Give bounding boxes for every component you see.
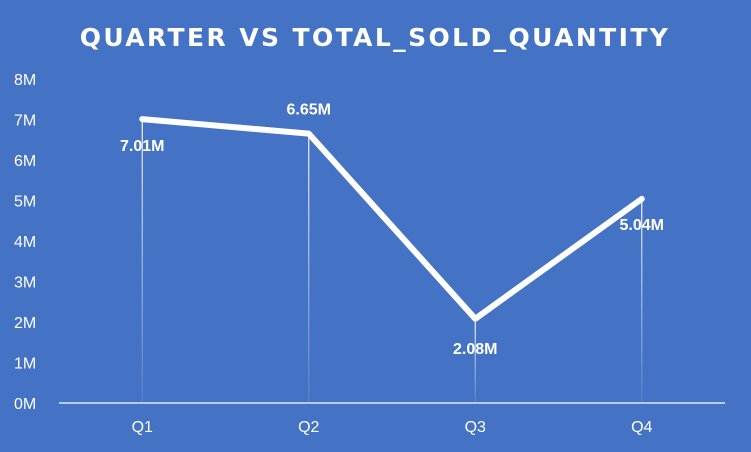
y-tick-label: 6M: [14, 153, 36, 170]
data-label: 5.04M: [620, 217, 664, 234]
y-tick-label: 4M: [14, 234, 36, 251]
drop-line: [141, 119, 143, 403]
y-tick-label: 1M: [14, 356, 36, 373]
series-line: [139, 116, 645, 322]
y-tick-label: 2M: [14, 315, 36, 332]
drop-lines: [141, 119, 643, 404]
drop-line: [641, 198, 643, 403]
y-tick-label: 3M: [14, 275, 36, 292]
drop-line: [474, 318, 476, 403]
x-tick-label: Q2: [298, 419, 319, 436]
x-axis-ticks: Q1 Q2 Q3 Q4: [132, 419, 653, 436]
y-tick-label: 7M: [14, 113, 36, 130]
chart-title: QUARTER VS TOTAL_SOLD_QUANTITY: [80, 23, 671, 52]
y-tick-label: 0M: [14, 396, 36, 413]
drop-line: [308, 133, 310, 404]
x-tick-label: Q1: [132, 419, 153, 436]
y-axis-ticks: 0M 1M 2M 3M 4M 5M 6M 7M 8M: [14, 72, 36, 413]
y-tick-label: 8M: [14, 72, 36, 89]
data-labels: 7.01M 6.65M 2.08M 5.04M: [120, 102, 664, 358]
data-label: 7.01M: [120, 138, 164, 155]
x-tick-label: Q4: [631, 419, 652, 436]
data-label: 6.65M: [287, 102, 331, 119]
y-tick-label: 5M: [14, 194, 36, 211]
x-tick-label: Q3: [465, 419, 486, 436]
data-label: 2.08M: [453, 341, 497, 358]
